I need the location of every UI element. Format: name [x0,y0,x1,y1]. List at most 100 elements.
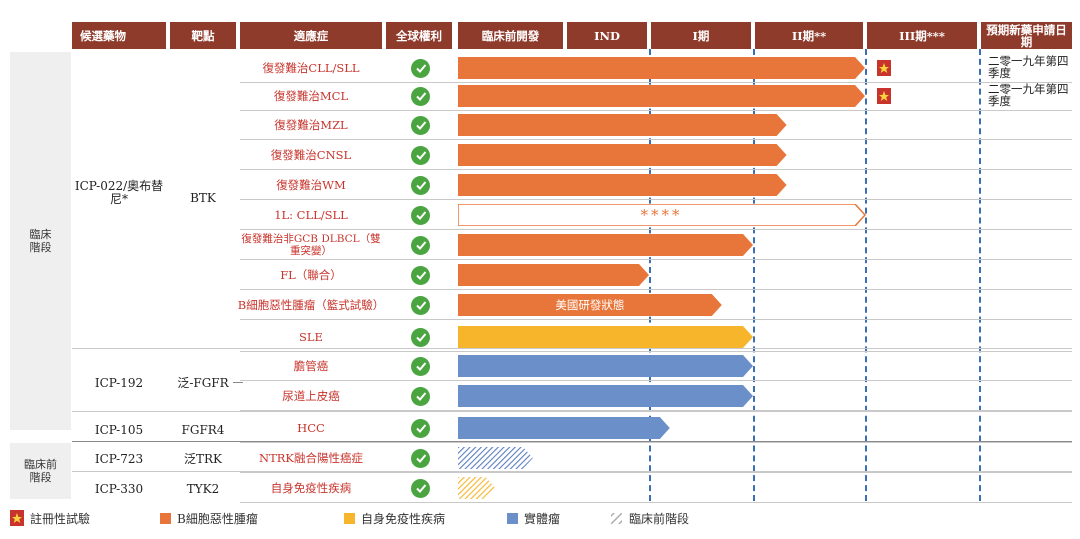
indication-label: 復發難治非GCB DLBCL（雙重突變） [241,233,381,257]
indication-label: 復發難治WM [276,178,346,192]
progress-bar [458,326,753,348]
target-btk: BTK [190,190,216,205]
indication-label: SLE [299,330,323,344]
indication-label: 1L: CLL/SLL [274,208,348,222]
progress-arrow [458,204,867,226]
indication-label: 自身免疫性疾病 [270,481,352,495]
header-drug: 候選藥物 [72,22,166,49]
progress-bar [458,417,670,439]
check-icon [411,115,430,135]
phase-divider [753,49,755,501]
row-divider [240,229,1072,230]
row-divider [72,411,1072,412]
progress-arrow [458,234,753,256]
row-divider [72,348,1072,349]
flag-icon [10,510,24,526]
header-preclinical: 臨床前開發 [458,22,563,49]
bcell-swatch [160,512,171,524]
bracket-connector [233,382,243,383]
check-icon [411,145,430,165]
indication-label: NTRK融合陽性癌症 [259,451,363,465]
row-divider [240,442,1072,443]
progress-bar: **** [458,204,867,226]
row-divider [240,139,1072,140]
row-divider [72,441,1072,442]
row-divider [240,472,1072,473]
progress-arrow [458,294,722,316]
hatch-icon [611,512,622,524]
flag-icon [877,60,891,76]
indication-label: FL（聯合） [280,268,342,282]
check-icon [411,327,430,347]
check-icon [411,265,430,285]
indication-label: 復發難治CNSL [270,148,352,162]
indication-label: 復發難治CLL/SLL [262,61,360,75]
progress-bar [458,174,787,196]
check-icon [411,205,430,225]
progress-bar [458,114,787,136]
legend-autoimmune-label: 自身免疫性疾病 [361,511,446,526]
legend-preclinical-label: 臨床前階段 [629,511,690,526]
flag-icon [877,88,891,104]
header-ind: IND [567,22,647,49]
progress-bar [458,355,753,377]
stage-preclinical: 臨床前階段 [10,443,71,499]
phase-divider [649,49,651,501]
solid-swatch [507,512,518,524]
target-pan-fgfr: 泛-FGFR [177,375,229,390]
autoimmune-swatch [344,512,355,524]
header-phase1: I期 [651,22,751,49]
row-divider [240,502,1072,503]
row-divider [72,471,1072,472]
legend-registrational-label: 註冊性試驗 [30,511,91,526]
progress-bar [458,447,533,469]
header-target: 靶點 [170,22,236,49]
progress-bar [458,477,496,499]
progress-bar [458,144,787,166]
progress-arrow [458,326,753,348]
progress-arrow [458,385,753,407]
phase-divider [979,49,981,501]
header-indication: 適應症 [240,22,382,49]
check-icon [411,418,430,438]
indication-label: B細胞惡性腫瘤（籃式試驗） [237,298,385,312]
check-icon [411,448,430,468]
candidate-icp-105: ICP-105 [94,422,144,437]
indication-label: 復發難治MZL [274,118,348,132]
row-divider [240,82,1072,83]
check-icon [411,86,430,106]
progress-bar: 美國研發狀態 [458,294,722,316]
progress-arrow [458,447,533,469]
target-pan-trk: 泛TRK [183,451,222,466]
check-icon [411,175,430,195]
progress-arrow [458,114,787,136]
indication-label: 膽管癌 [293,359,329,373]
target-fgfr4: FGFR4 [181,422,225,437]
check-icon [411,58,430,78]
header-rights: 全球權利 [386,22,452,49]
progress-arrow [458,417,670,439]
check-icon [411,386,430,406]
progress-arrow [458,355,753,377]
progress-bar [458,57,865,79]
row-divider [240,410,1072,411]
header-phase2: II期** [755,22,863,49]
legend-registrational: 註冊性試驗 [10,510,90,526]
progress-bar [458,85,865,107]
stage-clinical: 臨床階段 [10,52,71,430]
progress-bar [458,385,753,407]
legend-autoimmune: 自身免疫性疾病 [344,510,445,526]
legend-bcell-label: B細胞惡性腫瘤 [177,511,258,526]
bar-label: **** [640,206,683,224]
check-icon [411,356,430,376]
check-icon [411,295,430,315]
progress-arrow [458,144,787,166]
row-divider [240,169,1072,170]
progress-arrow [458,57,865,79]
indication-label: 尿道上皮癌 [282,389,340,403]
row-divider [240,199,1072,200]
progress-arrow [458,174,787,196]
progress-bar [458,264,649,286]
stage-preclinical-label: 臨床前階段 [24,458,57,484]
